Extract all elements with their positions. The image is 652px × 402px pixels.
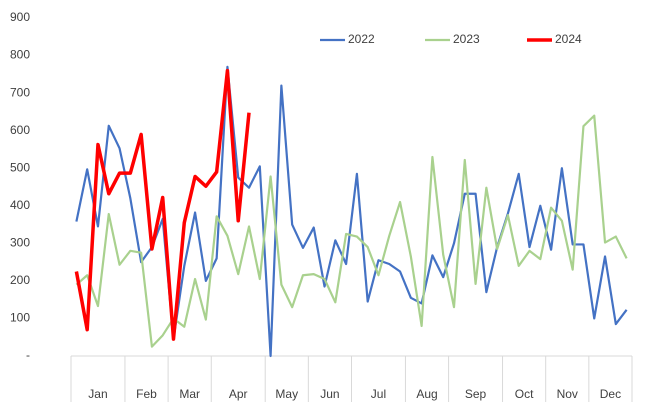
x-tick-label: Mar — [179, 387, 200, 401]
x-tick-label: Dec — [600, 387, 621, 401]
y-tick-label: 100 — [10, 311, 30, 325]
x-tick-label: Nov — [557, 387, 578, 401]
legend-label: 2022 — [348, 32, 375, 46]
x-tick-label: Oct — [515, 387, 534, 401]
y-tick-label: 700 — [10, 85, 30, 99]
y-tick-label: 600 — [10, 123, 30, 137]
line-series — [74, 68, 251, 341]
x-tick-label: Jan — [88, 387, 107, 401]
x-tick-label: Sep — [465, 387, 487, 401]
legend-label: 2023 — [453, 32, 480, 46]
y-tick-label: - — [26, 348, 30, 362]
y-tick-label: 400 — [10, 198, 30, 212]
x-tick-label: May — [275, 387, 298, 401]
y-tick-label: 500 — [10, 160, 30, 174]
line-series — [75, 114, 628, 348]
y-tick-label: 300 — [10, 236, 30, 250]
y-tick-label: 900 — [10, 10, 30, 24]
x-tick-label: Feb — [136, 387, 157, 401]
x-tick-label: Jul — [371, 387, 386, 401]
x-tick-label: Jun — [320, 387, 339, 401]
x-tick-label: Apr — [229, 387, 248, 401]
y-tick-label: 800 — [10, 48, 30, 62]
y-tick-label: 200 — [10, 273, 30, 287]
legend-label: 2024 — [555, 32, 582, 46]
x-tick-label: Aug — [416, 387, 437, 401]
